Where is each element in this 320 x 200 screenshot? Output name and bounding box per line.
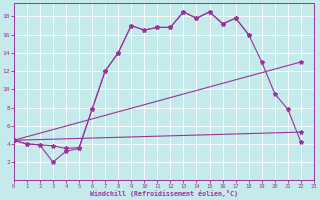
- X-axis label: Windchill (Refroidissement éolien,°C): Windchill (Refroidissement éolien,°C): [90, 190, 238, 197]
